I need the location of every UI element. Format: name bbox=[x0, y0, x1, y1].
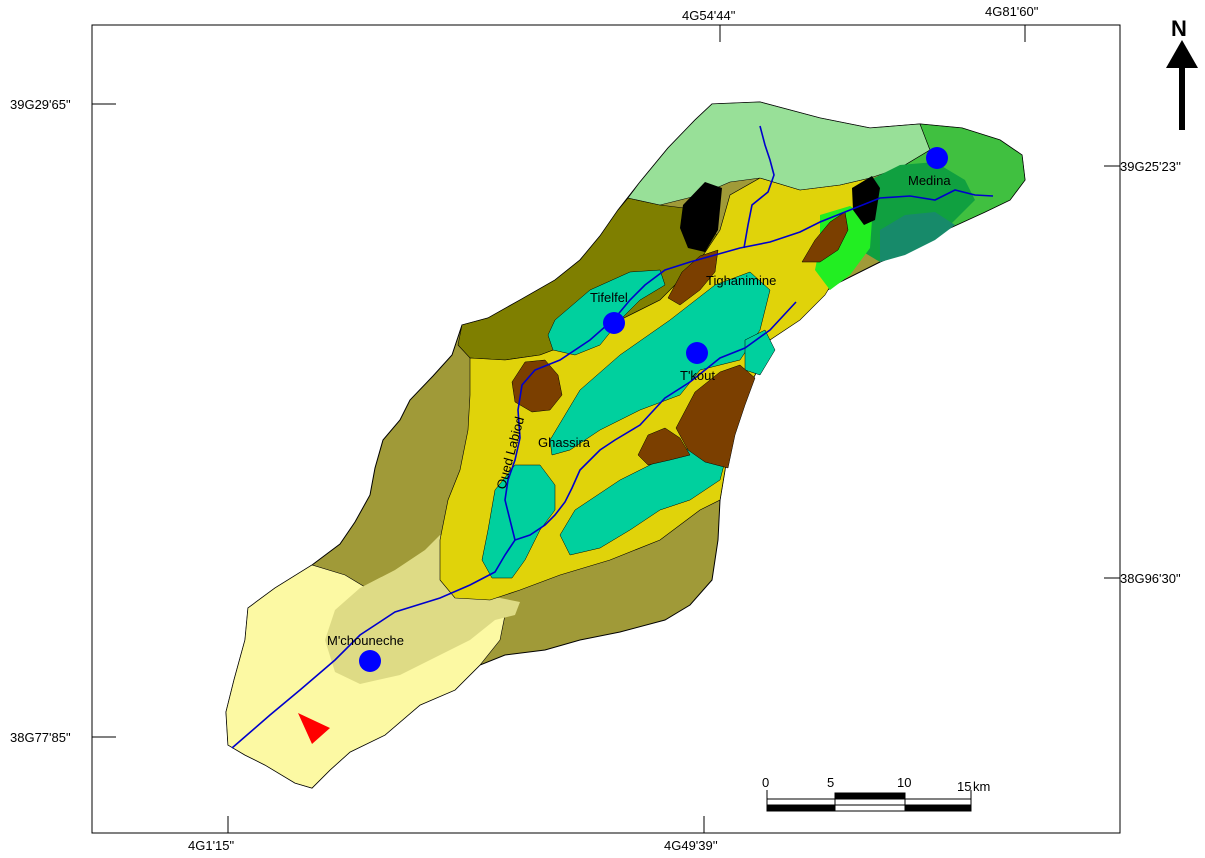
river-main-west bbox=[504, 189, 994, 541]
scale-segment-1 bbox=[766, 798, 836, 806]
frame-ticks bbox=[92, 25, 1120, 833]
town-tighanimine: Tighanimine bbox=[706, 273, 776, 288]
unit-brown-3 bbox=[801, 211, 849, 263]
river-oued-labiod bbox=[231, 301, 797, 749]
river-network bbox=[231, 125, 994, 749]
coord-top-2: 4G81'60" bbox=[985, 4, 1039, 19]
town-marker-medina bbox=[926, 147, 948, 169]
coord-top-1: 4G54'44" bbox=[682, 8, 736, 23]
unit-turquoise-3 bbox=[559, 439, 729, 556]
scale-segment-3b bbox=[904, 804, 972, 812]
scale-bar: 0 5 10 15 km bbox=[762, 775, 990, 812]
unit-turquoise-5 bbox=[744, 329, 776, 376]
town-tkout: T'kout bbox=[680, 342, 715, 383]
town-marker-mchouneche bbox=[359, 650, 381, 672]
town-mchouneche: M'chouneche bbox=[327, 633, 404, 672]
town-label-ghassira: Ghassira bbox=[538, 435, 591, 450]
map-frame bbox=[91, 24, 1121, 834]
unit-turquoise-1 bbox=[547, 269, 666, 356]
coord-left-2: 38G77'85" bbox=[10, 730, 71, 745]
town-label-mchouneche: M'chouneche bbox=[327, 633, 404, 648]
unit-brown-4 bbox=[675, 364, 756, 469]
town-marker-tkout bbox=[686, 342, 708, 364]
unit-brown-5 bbox=[637, 427, 691, 466]
unit-black-2 bbox=[852, 176, 880, 225]
unit-khaki bbox=[325, 535, 520, 684]
scale-tick-5: 5 bbox=[827, 775, 834, 790]
scale-segment-3 bbox=[904, 798, 972, 806]
scale-segment-1b bbox=[766, 804, 836, 812]
coord-bottom-2: 4G49'39'' bbox=[664, 838, 718, 853]
scale-tick-10: 10 bbox=[897, 775, 911, 790]
coord-left-1: 39G29'65" bbox=[10, 97, 71, 112]
scale-segment-2b bbox=[834, 804, 906, 812]
town-label-tifelfel: Tifelfel bbox=[590, 290, 628, 305]
unit-black-1 bbox=[680, 182, 722, 252]
outlet-marker bbox=[298, 713, 330, 744]
town-label-medina: Medina bbox=[908, 173, 951, 188]
north-label: N bbox=[1171, 16, 1187, 41]
north-arrow: N bbox=[1166, 16, 1198, 130]
scale-tick-15: 15 bbox=[957, 779, 971, 794]
scale-tick-0: 0 bbox=[762, 775, 769, 790]
scale-unit: km bbox=[973, 779, 990, 794]
coord-right-1: 39G25'23'' bbox=[1120, 159, 1181, 174]
river-tributary-north bbox=[743, 125, 775, 249]
scale-segment-2 bbox=[834, 792, 906, 800]
unit-teal bbox=[880, 212, 955, 262]
unit-brown-1 bbox=[511, 359, 563, 413]
town-ghassira: Ghassira bbox=[538, 435, 591, 450]
north-arrow-shaft bbox=[1179, 66, 1185, 130]
town-label-tighanimine: Tighanimine bbox=[706, 273, 776, 288]
town-tifelfel: Tifelfel bbox=[590, 290, 628, 334]
town-marker-tifelfel bbox=[603, 312, 625, 334]
coord-bottom-1: 4G1'15" bbox=[188, 838, 235, 853]
town-label-tkout: T'kout bbox=[680, 368, 715, 383]
north-arrowhead bbox=[1166, 40, 1198, 68]
coord-right-2: 38G96'30" bbox=[1120, 571, 1181, 586]
town-medina: Medina bbox=[908, 147, 951, 188]
unit-brown-2 bbox=[667, 249, 719, 306]
